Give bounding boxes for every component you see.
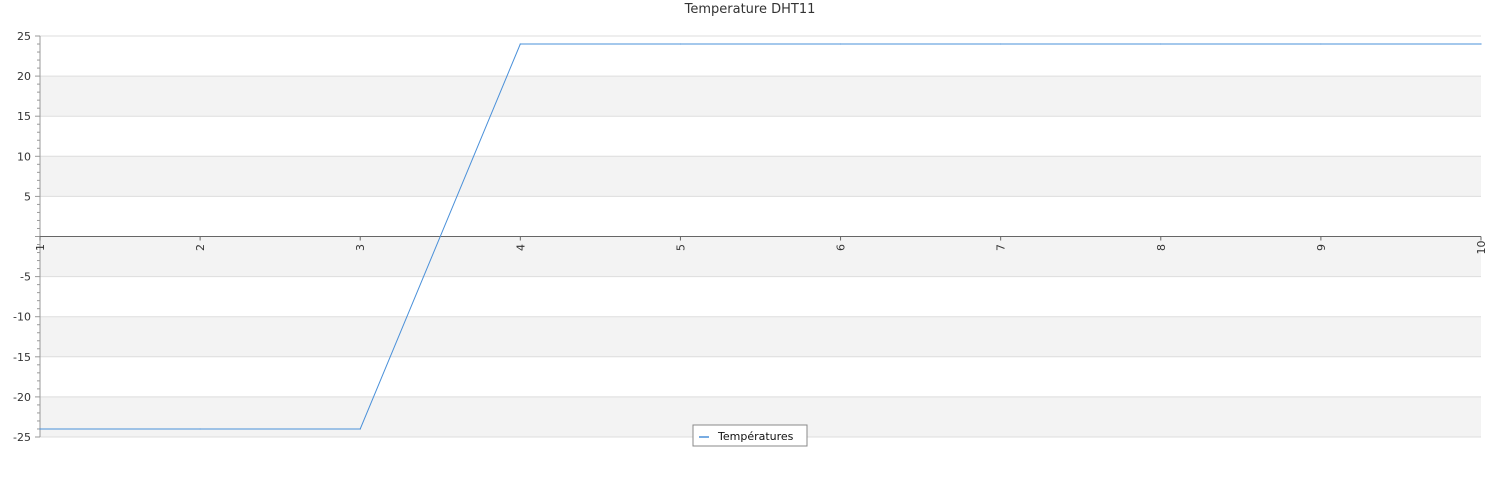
- data-point: [1160, 43, 1162, 45]
- y-tick-label: 15: [17, 110, 31, 123]
- x-tick-label: 6: [835, 244, 848, 251]
- data-point: [1320, 43, 1322, 45]
- x-tick-label: 2: [194, 244, 207, 251]
- data-point: [1480, 43, 1482, 45]
- y-tick-label: -15: [13, 351, 31, 364]
- data-point: [1000, 43, 1002, 45]
- y-tick-label: -20: [13, 391, 31, 404]
- data-point: [679, 43, 682, 45]
- data-point: [359, 428, 361, 430]
- y-tick-label: -5: [20, 271, 31, 284]
- x-tick-label: 1: [34, 244, 47, 251]
- legend[interactable]: Températures: [692, 424, 808, 447]
- series-group: [39, 43, 1482, 430]
- y-tick-label: 10: [17, 150, 31, 163]
- x-tick-label: 4: [514, 244, 527, 251]
- plot-band: [40, 76, 1481, 117]
- plot-band: [40, 156, 1481, 197]
- y-tick-label: 25: [17, 30, 31, 43]
- legend-label-temperatures: Températures: [717, 430, 794, 443]
- y-tick-label: 5: [24, 190, 31, 203]
- y-axis-ticks: -25 -20 -15 -10 -5 5 10 15 20 25: [13, 30, 31, 444]
- y-tick-label: -10: [13, 311, 31, 324]
- chart-title: Temperature DHT11: [684, 2, 816, 17]
- plot-band: [40, 316, 1481, 357]
- plot-bands: [40, 76, 1481, 437]
- y-minor-ticks: [35, 35, 40, 438]
- x-tick-label: 7: [995, 244, 1008, 251]
- data-point: [39, 428, 41, 430]
- plot-band: [40, 236, 1481, 277]
- series-line-temperatures: [40, 43, 1481, 430]
- x-axis-ticks: 1 2 3 4 5 6 7 8 9 10: [34, 236, 1488, 255]
- x-tick-label: 10: [1475, 241, 1488, 255]
- x-tick-label: 9: [1315, 244, 1328, 251]
- data-point: [199, 428, 201, 430]
- x-tick-label: 8: [1155, 244, 1168, 251]
- x-tick-label: 5: [674, 244, 687, 251]
- y-tick-label: 20: [17, 70, 31, 83]
- x-tick-label: 3: [354, 244, 367, 251]
- data-point: [519, 43, 521, 45]
- legend-box: [692, 424, 808, 447]
- data-point: [839, 43, 842, 45]
- y-tick-label: -25: [13, 431, 31, 444]
